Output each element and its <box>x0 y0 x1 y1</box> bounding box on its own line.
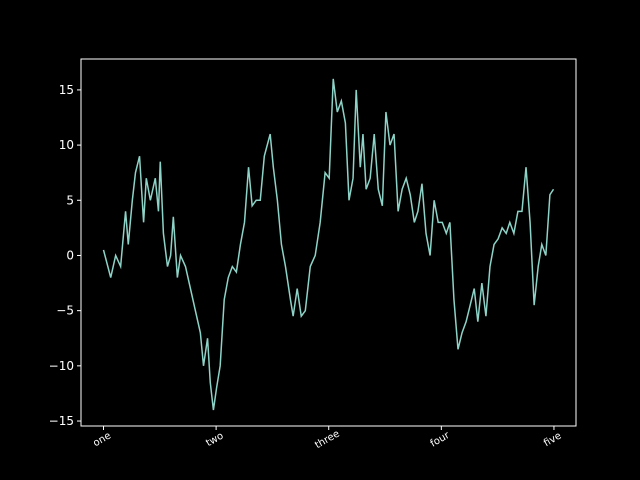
y-tick-label: 5 <box>66 193 74 207</box>
line <box>102 78 555 411</box>
y-tick-label: 10 <box>59 138 74 152</box>
y-tick-label: −5 <box>56 304 74 318</box>
y-tick-label: −15 <box>49 414 74 428</box>
y-tick-label: 0 <box>66 248 74 262</box>
y-tick-label: 15 <box>59 83 74 97</box>
y-tick-label: −10 <box>49 359 74 373</box>
